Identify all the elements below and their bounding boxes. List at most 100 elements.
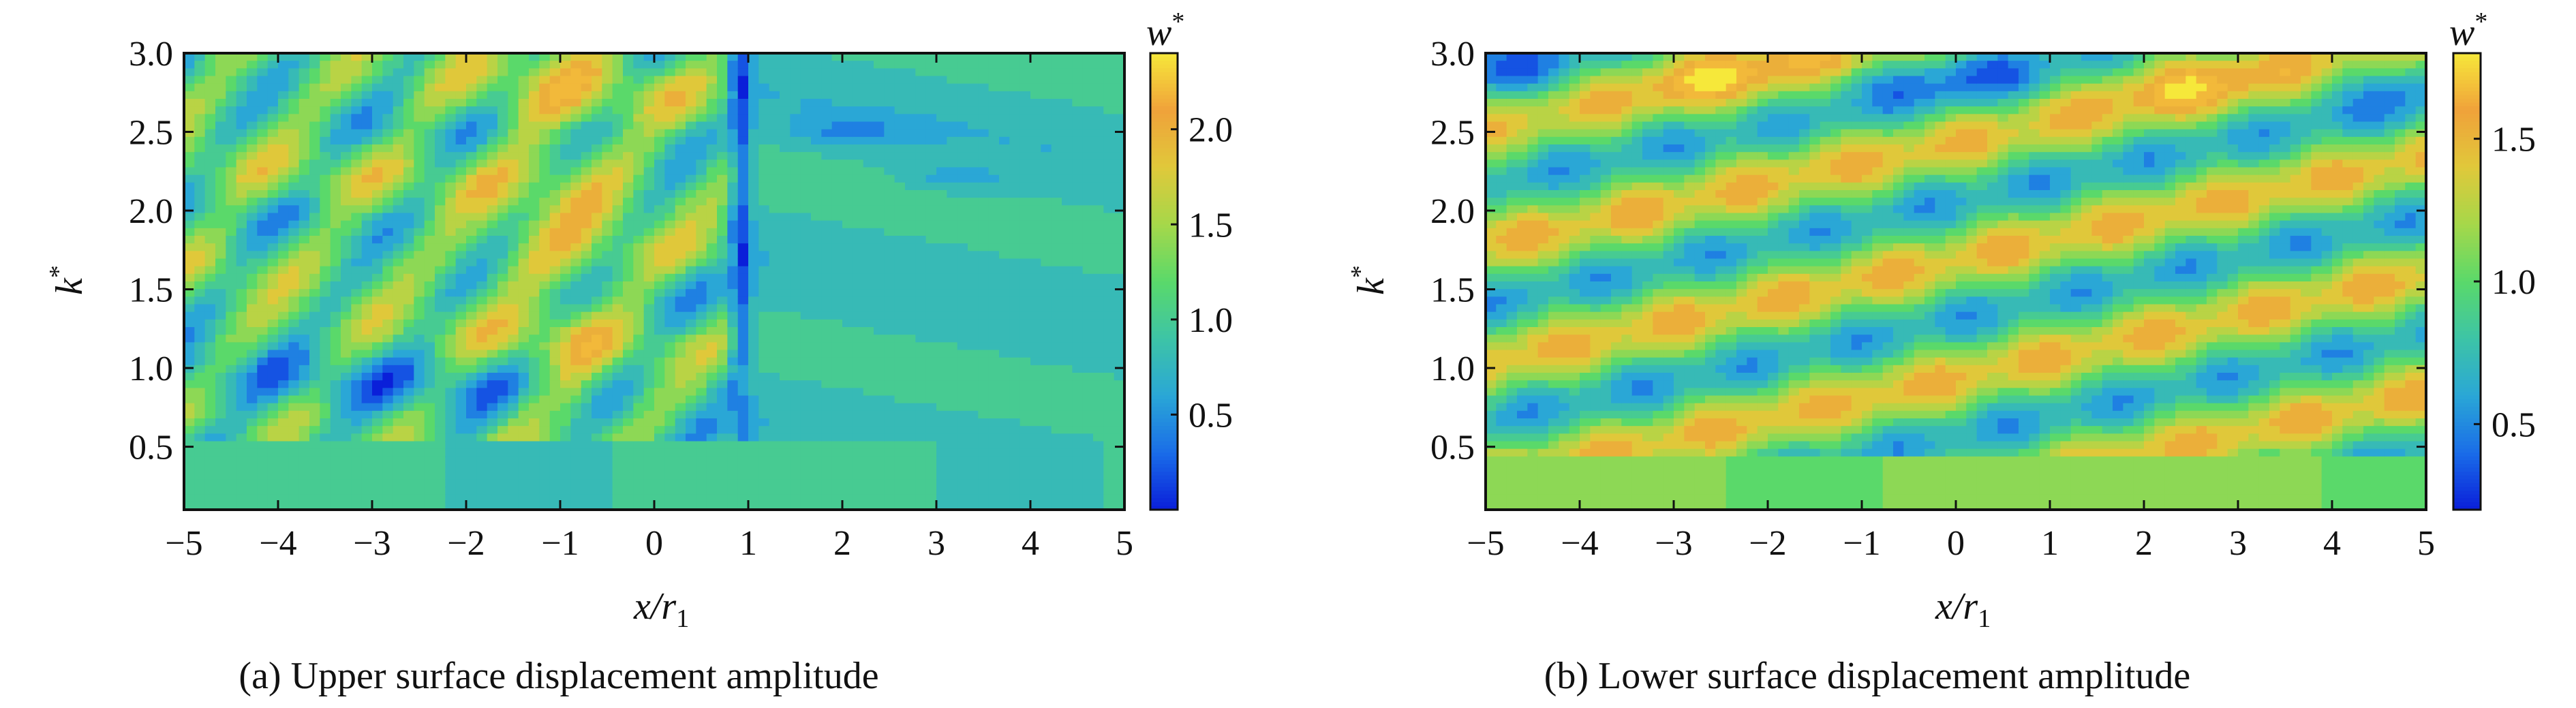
heatmap-cell [905, 350, 916, 358]
heatmap-cell [320, 136, 331, 145]
heatmap-cell [686, 174, 696, 183]
heatmap-cell [236, 205, 247, 214]
heatmap-cell [539, 205, 551, 214]
heatmap-cell [1019, 487, 1031, 495]
heatmap-cell [612, 243, 624, 251]
heatmap-cell [790, 365, 801, 373]
heatmap-cell [351, 289, 363, 297]
heatmap-cell [758, 205, 770, 214]
heatmap-cell [455, 487, 467, 495]
heatmap-cell [424, 198, 435, 206]
heatmap-cell [560, 403, 571, 412]
heatmap-cell [894, 174, 906, 183]
heatmap-cell [414, 198, 425, 206]
heatmap-cell [570, 76, 582, 84]
heatmap-cell [905, 296, 916, 305]
heatmap-cell [497, 472, 508, 480]
heatmap-cell [476, 365, 488, 373]
heatmap-cell [706, 395, 718, 404]
heatmap-cell [288, 357, 300, 366]
heatmap-cell [351, 144, 363, 153]
heatmap-cell [497, 357, 508, 366]
heatmap-cell [278, 236, 289, 244]
heatmap-cell [800, 418, 812, 427]
heatmap-cell [382, 357, 394, 366]
heatmap-cell [811, 99, 822, 107]
heatmap-cell [278, 418, 289, 427]
heatmap-cell [1030, 258, 1041, 267]
heatmap-cell [341, 365, 352, 373]
heatmap-cell [204, 296, 216, 305]
heatmap-cell [267, 205, 279, 214]
heatmap-cell [539, 395, 551, 404]
heatmap-cell [821, 410, 833, 419]
heatmap-cell [330, 114, 341, 123]
heatmap-cell [831, 433, 843, 442]
heatmap-cell [957, 464, 968, 472]
heatmap-cell [581, 136, 592, 145]
heatmap-cell [215, 236, 226, 244]
heatmap-cell [831, 311, 843, 320]
heatmap-cell [518, 388, 530, 397]
heatmap-cell [727, 319, 739, 328]
heatmap-cell [184, 159, 195, 168]
heatmap-cell [288, 494, 300, 503]
heatmap-cell [821, 304, 833, 313]
heatmap-cell [476, 380, 488, 388]
heatmap-cell [518, 99, 530, 107]
heatmap-cell [831, 258, 843, 267]
heatmap-cell [999, 61, 1010, 69]
heatmap-cell [257, 388, 269, 397]
heatmap-cell [999, 114, 1010, 123]
heatmap-cell [184, 114, 195, 123]
heatmap-cell [226, 136, 237, 145]
heatmap-cell [1009, 464, 1021, 472]
heatmap-cell [247, 335, 258, 343]
heatmap-cell [717, 335, 728, 343]
heatmap-cell [445, 311, 457, 320]
heatmap-cell [518, 281, 530, 290]
heatmap-cell [654, 174, 665, 183]
heatmap-cell [643, 159, 655, 168]
heatmap-cell [1030, 456, 1041, 465]
heatmap-cell [884, 61, 895, 69]
heatmap-cell [549, 494, 561, 503]
heatmap-cell [497, 121, 508, 130]
heatmap-cell [915, 373, 927, 381]
heatmap-cell [351, 311, 363, 320]
heatmap-cell [476, 144, 488, 153]
heatmap-cell [999, 335, 1010, 343]
heatmap-cell [957, 53, 968, 61]
heatmap-cell [769, 494, 780, 503]
heatmap-cell [215, 273, 226, 282]
heatmap-cell [278, 121, 289, 130]
heatmap-cell [247, 395, 258, 404]
heatmap-cell [696, 281, 707, 290]
heatmap-cell [915, 114, 927, 123]
heatmap-cell [330, 68, 341, 77]
heatmap-cell [549, 327, 561, 335]
heatmap-cell [686, 182, 696, 191]
heatmap-cell [487, 388, 498, 397]
heatmap-cell [623, 228, 634, 236]
heatmap-cell [821, 68, 833, 77]
heatmap-cell [351, 456, 363, 465]
heatmap-cell [1019, 472, 1031, 480]
heatmap-cell [988, 487, 1000, 495]
heatmap-cell [592, 388, 602, 397]
heatmap-cell [717, 433, 728, 442]
heatmap-cell [686, 129, 696, 138]
heatmap-cell [341, 357, 352, 366]
heatmap-cell [361, 273, 373, 282]
heatmap-cell [194, 121, 206, 130]
heatmap-cell [748, 479, 759, 488]
heatmap-cell [435, 121, 446, 130]
heatmap-cell [1030, 266, 1041, 275]
heatmap-cell [633, 106, 645, 114]
heatmap-cell [435, 144, 446, 153]
heatmap-cell [780, 266, 791, 275]
heatmap-cell [978, 479, 990, 488]
heatmap-cell [560, 304, 571, 313]
heatmap-cell [842, 410, 853, 419]
heatmap-cell [320, 479, 331, 488]
